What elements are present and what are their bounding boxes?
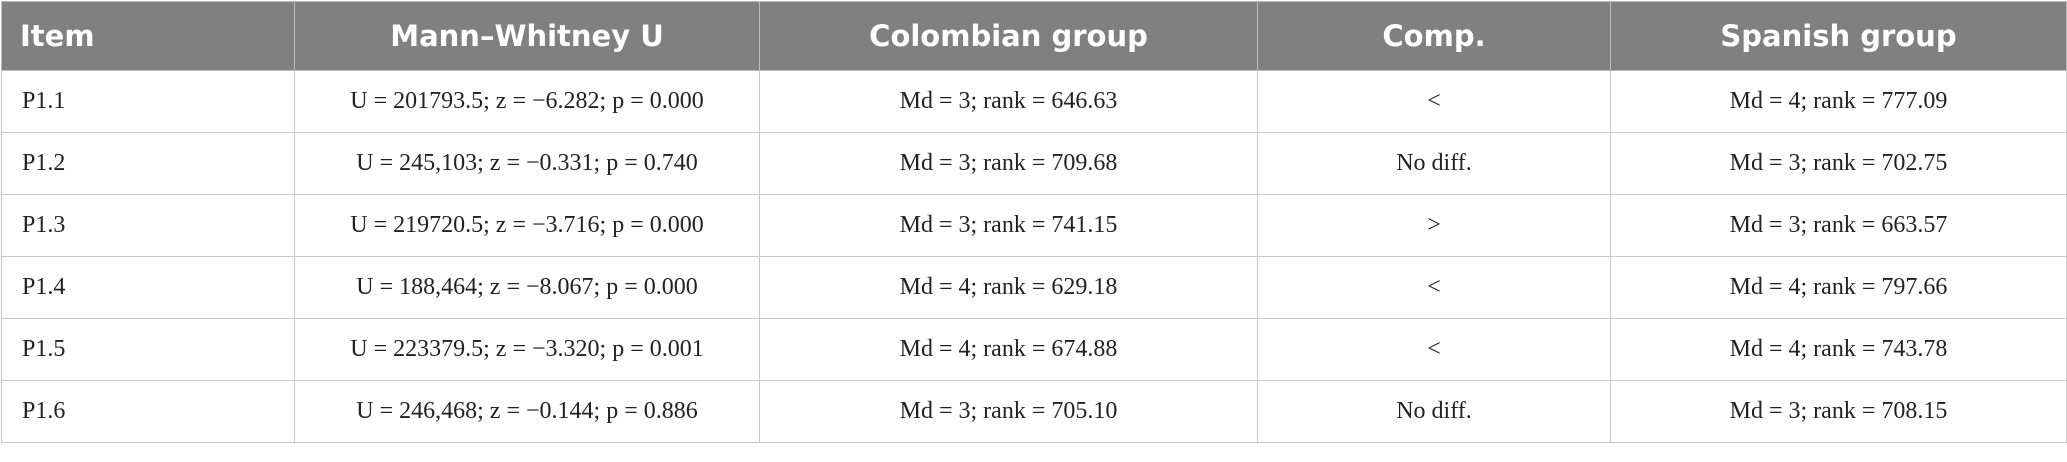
table-cell: U = 245,103; z = −0.331; p = 0.740 — [294, 132, 760, 195]
table-header: Item Mann–Whitney U Colombian group Comp. Sp… — [1, 1, 2067, 71]
table-row: P1.2 U = 245,103; z = −0.331; p = 0.740 Md… — [1, 132, 2067, 195]
table-cell: P1.2 — [1, 132, 295, 195]
header-cell: Comp. — [1257, 1, 1611, 71]
table-cell: < — [1257, 70, 1611, 133]
table-cell: Md = 4; rank = 629.18 — [759, 256, 1258, 319]
table-cell: Md = 3; rank = 646.63 — [759, 70, 1258, 133]
results-table: Item Mann–Whitney U Colombian group Comp. Sp… — [1, 1, 2067, 443]
table-cell: Md = 4; rank = 674.88 — [759, 318, 1258, 381]
table-cell: U = 246,468; z = −0.144; p = 0.886 — [294, 380, 760, 443]
table-cell: Md = 3; rank = 663.57 — [1610, 194, 2067, 257]
table-cell: Md = 4; rank = 797.66 — [1610, 256, 2067, 319]
table-cell: Md = 3; rank = 705.10 — [759, 380, 1258, 443]
table-cell: P1.4 — [1, 256, 295, 319]
table-cell: U = 188,464; z = −8.067; p = 0.000 — [294, 256, 760, 319]
table-cell: Md = 4; rank = 777.09 — [1610, 70, 2067, 133]
header-cell: Item — [1, 1, 295, 71]
table-cell: Md = 3; rank = 741.15 — [759, 194, 1258, 257]
table-row: P1.1 U = 201793.5; z = −6.282; p = 0.000 M… — [1, 70, 2067, 133]
table-cell: P1.1 — [1, 70, 295, 133]
table-row: P1.5 U = 223379.5; z = −3.320; p = 0.001 M… — [1, 318, 2067, 381]
table-body: P1.1 U = 201793.5; z = −6.282; p = 0.000 M… — [1, 70, 2067, 443]
table-cell: P1.3 — [1, 194, 295, 257]
table-cell: No diff. — [1257, 380, 1611, 443]
table-cell: P1.6 — [1, 380, 295, 443]
table-cell: Md = 4; rank = 743.78 — [1610, 318, 2067, 381]
header-cell: Colombian group — [759, 1, 1258, 71]
table-row: P1.3 U = 219720.5; z = −3.716; p = 0.000 M… — [1, 194, 2067, 257]
table-cell: No diff. — [1257, 132, 1611, 195]
header-cell: Mann–Whitney U — [294, 1, 760, 71]
table-cell: U = 201793.5; z = −6.282; p = 0.000 — [294, 70, 760, 133]
table-cell: U = 223379.5; z = −3.320; p = 0.001 — [294, 318, 760, 381]
header-cell: Spanish group — [1610, 1, 2067, 71]
table-cell: < — [1257, 318, 1611, 381]
table-cell: Md = 3; rank = 708.15 — [1610, 380, 2067, 443]
table-cell: Md = 3; rank = 702.75 — [1610, 132, 2067, 195]
table-cell: P1.5 — [1, 318, 295, 381]
table-cell: > — [1257, 194, 1611, 257]
table-row: P1.6 U = 246,468; z = −0.144; p = 0.886 Md… — [1, 380, 2067, 443]
table-cell: < — [1257, 256, 1611, 319]
table-row: P1.4 U = 188,464; z = −8.067; p = 0.000 Md… — [1, 256, 2067, 319]
header-row: Item Mann–Whitney U Colombian group Comp. Sp… — [1, 1, 2067, 71]
table-cell: Md = 3; rank = 709.68 — [759, 132, 1258, 195]
table-cell: U = 219720.5; z = −3.716; p = 0.000 — [294, 194, 760, 257]
